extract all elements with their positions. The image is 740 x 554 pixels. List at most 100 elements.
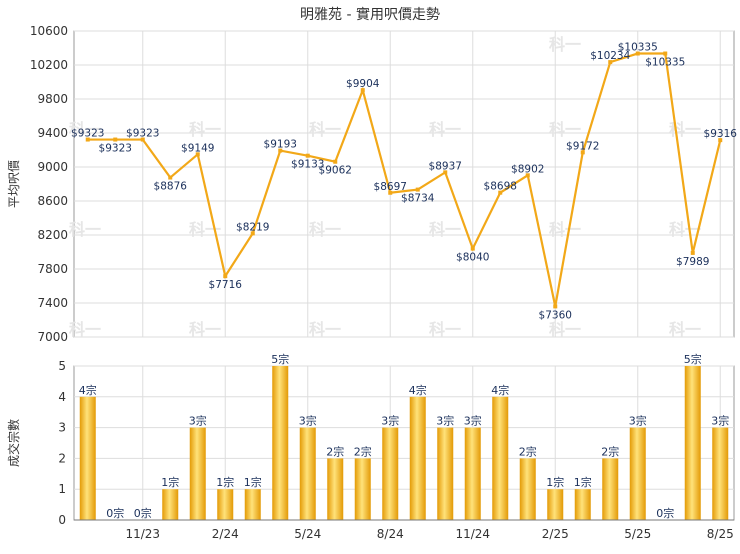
volume-tick-label: 0 [58,513,66,527]
price-trend-line [87,52,722,307]
price-data-label: $8937 [429,160,462,172]
price-data-label: $9172 [566,140,599,152]
volume-axis-label: 成交宗數 [6,419,21,467]
watermark-text: 科一 [189,320,221,339]
price-data-label: $8734 [401,193,435,205]
volume-bar [519,458,536,520]
watermark-text: 科一 [549,35,581,54]
price-point [113,137,118,142]
price-point [608,60,613,65]
watermark-text: 科一 [669,320,701,339]
volume-data-label: 3宗 [711,414,729,428]
volume-data-label: 0宗 [106,506,124,520]
volume-bar [574,489,591,520]
price-point [443,170,448,175]
volume-bar [684,366,701,520]
watermark-text: 科一 [549,120,581,139]
price-point [470,246,475,251]
price-data-label: $8697 [374,181,407,193]
price-data-label: $8040 [456,252,489,264]
volume-data-label: 1宗 [161,475,179,489]
volume-bar [189,427,206,520]
price-point [333,159,338,164]
volume-bar [712,427,729,520]
price-data-label: $9149 [181,142,214,154]
watermark-text: 科一 [549,220,581,239]
price-tick-label: 7000 [37,330,68,344]
volume-plot-area [73,365,735,521]
volume-tick-label: 3 [58,421,66,435]
price-tick-label: 9400 [37,126,68,140]
price-point [580,150,585,155]
volume-data-label: 5宗 [684,352,702,366]
watermark-text: 科一 [309,320,341,339]
price-data-label: $9904 [346,78,380,90]
price-data-label: $9316 [704,128,738,140]
volume-data-label: 1宗 [244,475,262,489]
price-point [305,153,310,158]
price-point [553,304,558,309]
price-data-label: $7360 [539,309,572,321]
x-tick-label: 11/23 [125,527,160,541]
volume-data-label: 4宗 [79,383,97,397]
volume-bar-panel: 0 1 2 3 4 5 11/23 2/24 5/24 8/24 11/24 2/25 5/25 8/25… [58,352,735,541]
volume-data-label: 2宗 [519,444,537,458]
price-line-panel: 7000 7400 7800 8200 8600 9000 9400 9800 10200 106… [30,24,737,439]
watermark-text: 科一 [669,220,701,239]
price-point [525,173,530,178]
price-data-label: $9323 [99,143,132,155]
chart-title: 明雅苑 - 實用呎價走勢 [300,6,440,23]
volume-bar [272,366,289,520]
volume-data-label: 2宗 [354,444,372,458]
volume-data-label: 0宗 [134,506,152,520]
volume-data-label: 3宗 [189,414,207,428]
price-data-label: $9193 [264,139,297,151]
watermark-text: 科一 [69,120,101,139]
volume-bar [299,427,316,520]
watermark-text: 科一 [549,320,581,339]
price-data-label: $10234 [590,50,630,62]
price-data-label: $9323 [71,128,104,140]
price-data-label: $8698 [484,181,517,193]
volume-bar [547,489,564,520]
price-point [360,88,365,93]
price-tick-label: 9000 [37,160,68,174]
volume-bar [629,427,646,520]
price-tick-label: 7800 [37,262,68,276]
watermark-text: 科一 [189,120,221,139]
price-point [85,137,90,142]
volume-bar [602,458,619,520]
price-tick-label: 7400 [37,296,68,310]
volume-data-label: 5宗 [271,352,289,366]
volume-tick-label: 2 [58,451,66,465]
price-point [168,175,173,180]
watermark-text: 科一 [69,220,101,239]
volume-data-label: 3宗 [436,414,454,428]
price-data-label: $10335 [618,42,658,54]
volume-data-label: 4宗 [491,383,509,397]
volume-bar [327,458,344,520]
price-data-label: $8876 [154,181,188,193]
price-tick-label: 8200 [37,228,68,242]
price-data-label: $9133 [291,159,324,171]
volume-data-label: 3宗 [381,414,399,428]
watermark-text: 科一 [429,320,461,339]
price-point [388,190,393,195]
price-tick-label: 10200 [30,58,68,72]
price-tick-label: 10600 [30,24,68,38]
x-tick-label: 5/24 [294,527,321,541]
price-point [195,152,200,157]
volume-bar [382,427,399,520]
price-data-label: $7989 [676,256,709,268]
price-data-label: $9323 [126,128,159,140]
price-point [250,231,255,236]
volume-data-label: 0宗 [656,506,674,520]
price-point [278,148,283,153]
price-point [635,51,640,56]
watermark-text: 科一 [309,220,341,239]
volume-bar [464,427,481,520]
price-tick-label: 9800 [37,92,68,106]
volume-tick-label: 1 [58,482,66,496]
